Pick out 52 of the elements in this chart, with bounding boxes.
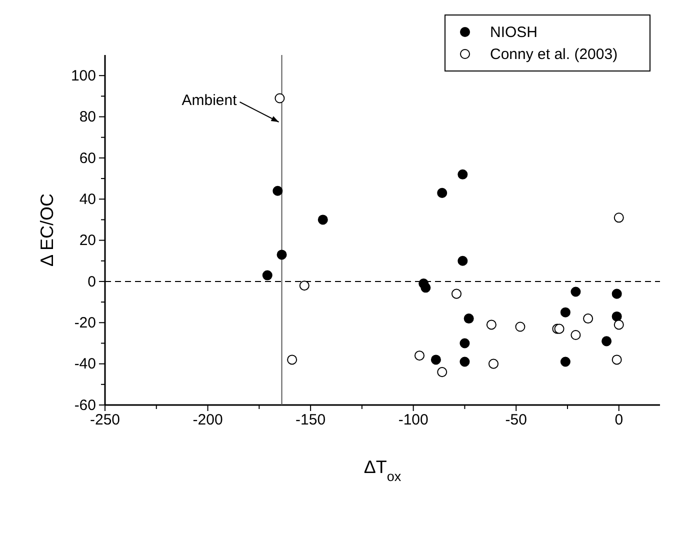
y-tick-label: -40 bbox=[74, 356, 96, 373]
y-axis-title: Δ EC/OC bbox=[37, 193, 57, 267]
point bbox=[437, 188, 448, 198]
point bbox=[414, 350, 425, 361]
point bbox=[612, 288, 622, 299]
point bbox=[560, 356, 570, 367]
y-tick-label: -60 bbox=[74, 396, 96, 414]
point bbox=[570, 330, 581, 340]
point bbox=[287, 354, 298, 365]
point bbox=[437, 367, 448, 378]
point bbox=[458, 256, 468, 266]
point bbox=[464, 314, 474, 324]
x-tick-label: 0 bbox=[614, 412, 624, 429]
x-tick-label: -250 bbox=[90, 412, 120, 429]
point bbox=[451, 288, 462, 299]
x-tick-label: -150 bbox=[296, 412, 326, 429]
legend-label: Conny et al. (2003) bbox=[490, 46, 618, 63]
y-tick-label: 0 bbox=[88, 273, 96, 290]
ref-line-label: Ambient bbox=[182, 92, 238, 109]
point bbox=[570, 286, 581, 297]
x-tick-label: -100 bbox=[398, 412, 428, 429]
point bbox=[486, 320, 496, 330]
x-tick-label: -50 bbox=[505, 412, 527, 429]
y-tick-label: 100 bbox=[70, 67, 96, 84]
point bbox=[515, 322, 526, 332]
point bbox=[318, 214, 328, 225]
x-axis-title: ΔT$_{ox}$ bbox=[364, 457, 402, 484]
point bbox=[614, 212, 624, 223]
point bbox=[614, 320, 624, 330]
y-tick-label: 40 bbox=[79, 190, 96, 208]
point bbox=[274, 93, 285, 104]
point bbox=[583, 314, 594, 324]
y-tick-label: 20 bbox=[79, 232, 96, 250]
point bbox=[612, 311, 622, 322]
point bbox=[560, 307, 570, 318]
y-tick-label: 60 bbox=[79, 150, 96, 167]
point bbox=[420, 282, 431, 293]
legend-label: NIOSH bbox=[490, 24, 538, 41]
point bbox=[276, 250, 287, 260]
point bbox=[612, 354, 622, 365]
point bbox=[458, 169, 468, 180]
point bbox=[460, 338, 470, 348]
point bbox=[430, 354, 441, 365]
x-tick-label: -200 bbox=[192, 412, 223, 429]
y-tick-label: 80 bbox=[79, 108, 96, 126]
point bbox=[272, 186, 283, 196]
y-tick-label: -20 bbox=[74, 314, 96, 332]
point bbox=[299, 280, 310, 291]
point bbox=[460, 356, 470, 367]
point bbox=[602, 336, 612, 346]
point bbox=[262, 270, 272, 280]
point bbox=[488, 358, 499, 369]
